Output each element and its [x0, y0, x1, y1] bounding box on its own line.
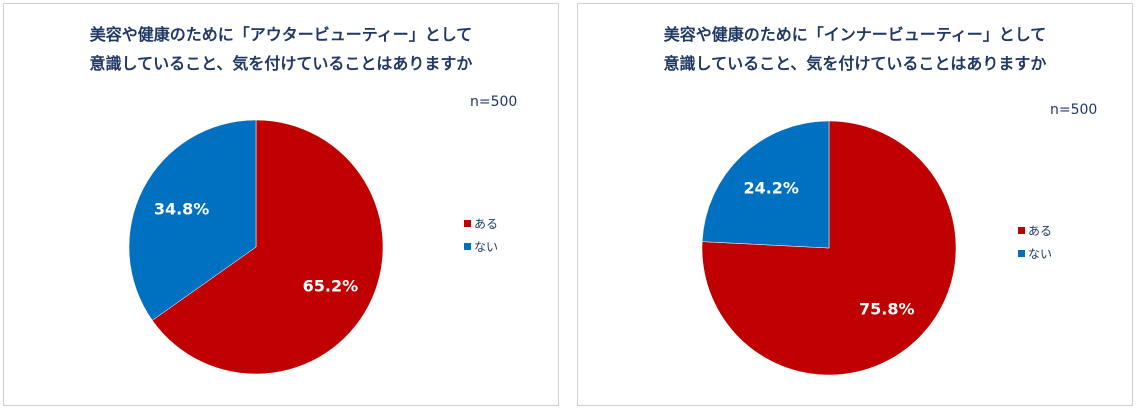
sample-size-label: n=500 — [470, 94, 518, 110]
pie-chart: 75.8% 24.2% — [701, 120, 957, 376]
legend-swatch-blue — [464, 243, 471, 250]
legend-swatch-blue — [1018, 250, 1025, 257]
sample-size-label: n=500 — [1050, 102, 1098, 118]
chart-title: 美容や健康のために「インナービューティー」として 意識していること、気を付けてい… — [578, 20, 1132, 78]
pie-slice-aru — [701, 120, 957, 376]
legend: ある ない — [1018, 219, 1052, 265]
pie-chart: 65.2% 34.8% — [128, 119, 384, 375]
data-label-aru: 65.2% — [303, 277, 359, 296]
data-label-nai: 24.2% — [743, 178, 799, 197]
legend-item-nai: ない — [1018, 242, 1052, 265]
legend-item-aru: ある — [1018, 219, 1052, 242]
chart-title: 美容や健康のために「アウタービューティー」として 意識していること、気を付けてい… — [4, 20, 558, 78]
legend-swatch-red — [1018, 227, 1025, 234]
legend-label: ない — [1028, 247, 1053, 261]
chart-title-line1: 美容や健康のために「インナービューティー」として — [663, 25, 1047, 44]
chart-title-line2: 意識していること、気を付けていることはありますか — [89, 54, 473, 73]
data-label-aru: 75.8% — [859, 300, 915, 319]
legend-item-aru: ある — [464, 212, 498, 235]
legend-swatch-red — [464, 220, 471, 227]
chart-title-line1: 美容や健康のために「アウタービューティー」として — [89, 25, 473, 44]
legend-label: ある — [1028, 224, 1053, 238]
legend: ある ない — [464, 212, 498, 258]
chart-panel-outer-beauty: 美容や健康のために「アウタービューティー」として 意識していること、気を付けてい… — [3, 3, 559, 406]
pie-slice-nai — [701, 120, 830, 249]
legend-label: ない — [474, 240, 499, 254]
data-label-nai: 34.8% — [154, 200, 210, 219]
legend-label: ある — [474, 217, 499, 231]
pie-slice-nai — [128, 119, 257, 321]
legend-item-nai: ない — [464, 235, 498, 258]
chart-panel-inner-beauty: 美容や健康のために「インナービューティー」として 意識していること、気を付けてい… — [577, 3, 1133, 406]
chart-title-line2: 意識していること、気を付けていることはありますか — [663, 54, 1047, 73]
pie-slice-aru — [151, 119, 384, 375]
